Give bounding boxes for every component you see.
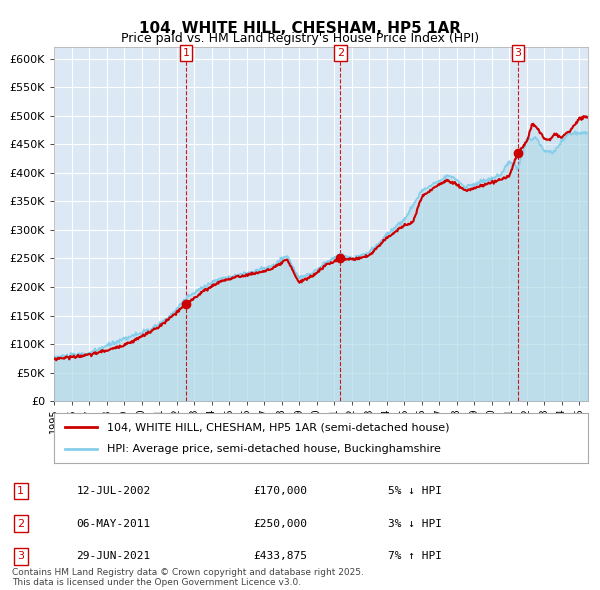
Text: 29-JUN-2021: 29-JUN-2021	[77, 552, 151, 561]
Text: £433,875: £433,875	[253, 552, 307, 561]
Text: 2: 2	[17, 519, 24, 529]
Text: HPI: Average price, semi-detached house, Buckinghamshire: HPI: Average price, semi-detached house,…	[107, 444, 441, 454]
Text: 12-JUL-2002: 12-JUL-2002	[77, 486, 151, 496]
Text: 1: 1	[182, 48, 190, 58]
Text: 3% ↓ HPI: 3% ↓ HPI	[388, 519, 442, 529]
Text: Contains HM Land Registry data © Crown copyright and database right 2025.
This d: Contains HM Land Registry data © Crown c…	[12, 568, 364, 587]
Text: 3: 3	[514, 48, 521, 58]
Text: 1: 1	[17, 486, 24, 496]
Text: 5% ↓ HPI: 5% ↓ HPI	[388, 486, 442, 496]
Text: 2: 2	[337, 48, 344, 58]
Text: 104, WHITE HILL, CHESHAM, HP5 1AR: 104, WHITE HILL, CHESHAM, HP5 1AR	[139, 21, 461, 35]
Text: 06-MAY-2011: 06-MAY-2011	[77, 519, 151, 529]
Text: 3: 3	[17, 552, 24, 561]
Text: Price paid vs. HM Land Registry's House Price Index (HPI): Price paid vs. HM Land Registry's House …	[121, 32, 479, 45]
Text: £250,000: £250,000	[253, 519, 307, 529]
Text: 104, WHITE HILL, CHESHAM, HP5 1AR (semi-detached house): 104, WHITE HILL, CHESHAM, HP5 1AR (semi-…	[107, 422, 450, 432]
Text: £170,000: £170,000	[253, 486, 307, 496]
Text: 7% ↑ HPI: 7% ↑ HPI	[388, 552, 442, 561]
